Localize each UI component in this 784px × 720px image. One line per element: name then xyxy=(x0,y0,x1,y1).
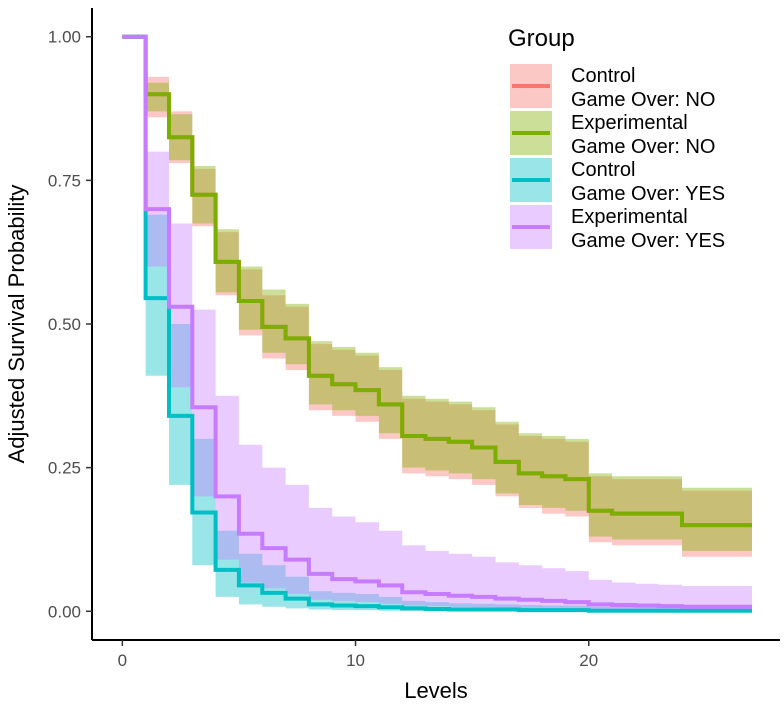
y-tick-label: 0.75 xyxy=(48,171,81,190)
legend-label-1: Control xyxy=(571,65,635,87)
legend-label-2: Experimental xyxy=(571,112,688,134)
confidence-band-2 xyxy=(122,36,753,551)
confidence-bands xyxy=(122,36,753,612)
survival-line-3 xyxy=(122,34,752,613)
legend-label-3: Game Over: YES xyxy=(571,183,725,205)
legend-label-2: Game Over: NO xyxy=(571,136,715,158)
x-tick-label: 10 xyxy=(346,651,365,670)
y-tick-label: 0.25 xyxy=(48,459,81,478)
y-tick-label: 1.00 xyxy=(48,28,81,47)
legend-label-3: Control xyxy=(571,159,635,181)
survival-line-2 xyxy=(122,34,752,528)
x-tick-label: 0 xyxy=(118,651,127,670)
legend-title: Group xyxy=(508,25,575,52)
x-tick-label: 20 xyxy=(579,651,598,670)
legend-label-4: Game Over: YES xyxy=(571,230,725,252)
survival-line-4 xyxy=(122,34,752,609)
legend-label-4: Experimental xyxy=(571,206,688,228)
y-tick-label: 0.50 xyxy=(48,315,81,334)
legend-label-1: Game Over: NO xyxy=(571,89,715,111)
x-axis-title: Levels xyxy=(404,678,468,703)
survival-curves xyxy=(122,34,752,613)
confidence-band-1 xyxy=(122,36,753,557)
axes: 0.00 0.25 0.50 0.75 1.00 0 10 20 xyxy=(48,8,780,670)
y-axis-title: Adjusted Survival Probability xyxy=(4,185,29,464)
y-tick-label: 0.00 xyxy=(48,602,81,621)
